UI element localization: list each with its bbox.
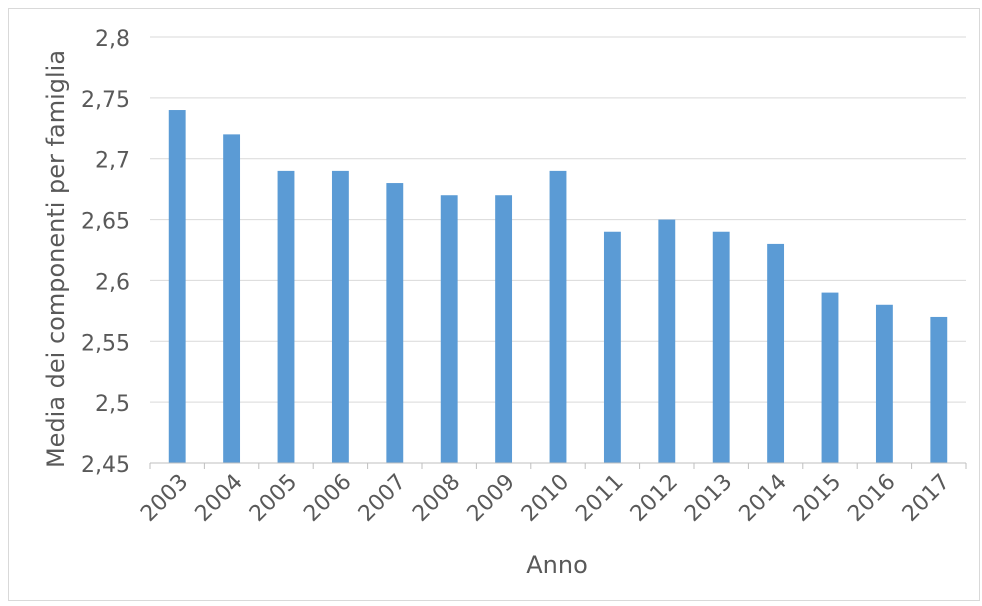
y-tick-label: 2,8 (95, 27, 130, 52)
x-tick-label: 2005 (245, 470, 302, 527)
bar-2010 (549, 170, 567, 463)
x-tick-label: 2011 (571, 470, 628, 527)
chart-frame: 2,45 2,5 2,55 2,6 2,65 2,7 2,75 2,8 2003 2004 200… (8, 8, 980, 601)
y-tick-label: 2,55 (81, 331, 130, 356)
y-tick-label: 2,5 (95, 392, 130, 417)
x-tick-label: 2012 (626, 470, 683, 527)
x-tick-label: 2014 (735, 470, 792, 527)
y-tick-labels: 2,45 2,5 2,55 2,6 2,65 2,7 2,75 2,8 (81, 27, 130, 478)
x-axis-title: Anno (526, 551, 588, 579)
bar-2005 (277, 170, 295, 463)
bar-2004 (223, 134, 241, 463)
y-tick-label: 2,6 (95, 270, 130, 295)
y-axis-title: Media dei componenti per famiglia (42, 50, 70, 468)
x-tick-label: 2017 (898, 470, 955, 527)
x-tick-labels: 2003200420052006200720082009201020112012… (136, 470, 955, 527)
x-tick-label: 2009 (463, 470, 520, 527)
bar-2012 (658, 219, 676, 463)
x-axis (149, 462, 967, 469)
bar-2008 (440, 195, 458, 463)
x-tick-label: 2016 (843, 470, 900, 527)
x-tick-label: 2013 (680, 470, 737, 527)
bar-2009 (495, 195, 513, 463)
bar-2014 (767, 243, 785, 463)
bar-2003 (168, 110, 186, 464)
bar-2007 (386, 183, 404, 464)
bar-2006 (331, 170, 349, 463)
x-tick-label: 2004 (191, 470, 248, 527)
x-tick-label: 2010 (517, 470, 574, 527)
x-tick-label: 2015 (789, 470, 846, 527)
x-tick-label: 2007 (354, 470, 411, 527)
bars (168, 110, 948, 464)
bar-2017 (930, 316, 948, 463)
x-tick-label: 2003 (136, 470, 193, 527)
y-tick-label: 2,45 (81, 453, 130, 478)
bar-chart: 2,452,52,552,62,652,72,752,8 20032004200… (42, 27, 967, 579)
y-tick-label: 2,65 (81, 210, 130, 235)
y-tick-label: 2,75 (81, 88, 130, 113)
bar-2016 (875, 304, 893, 463)
x-tick-label: 2008 (408, 470, 465, 527)
bar-2013 (712, 231, 730, 463)
x-tick-label: 2006 (299, 470, 356, 527)
bar-2015 (821, 292, 839, 463)
bar-2011 (603, 231, 621, 463)
y-tick-label: 2,7 (95, 149, 130, 174)
